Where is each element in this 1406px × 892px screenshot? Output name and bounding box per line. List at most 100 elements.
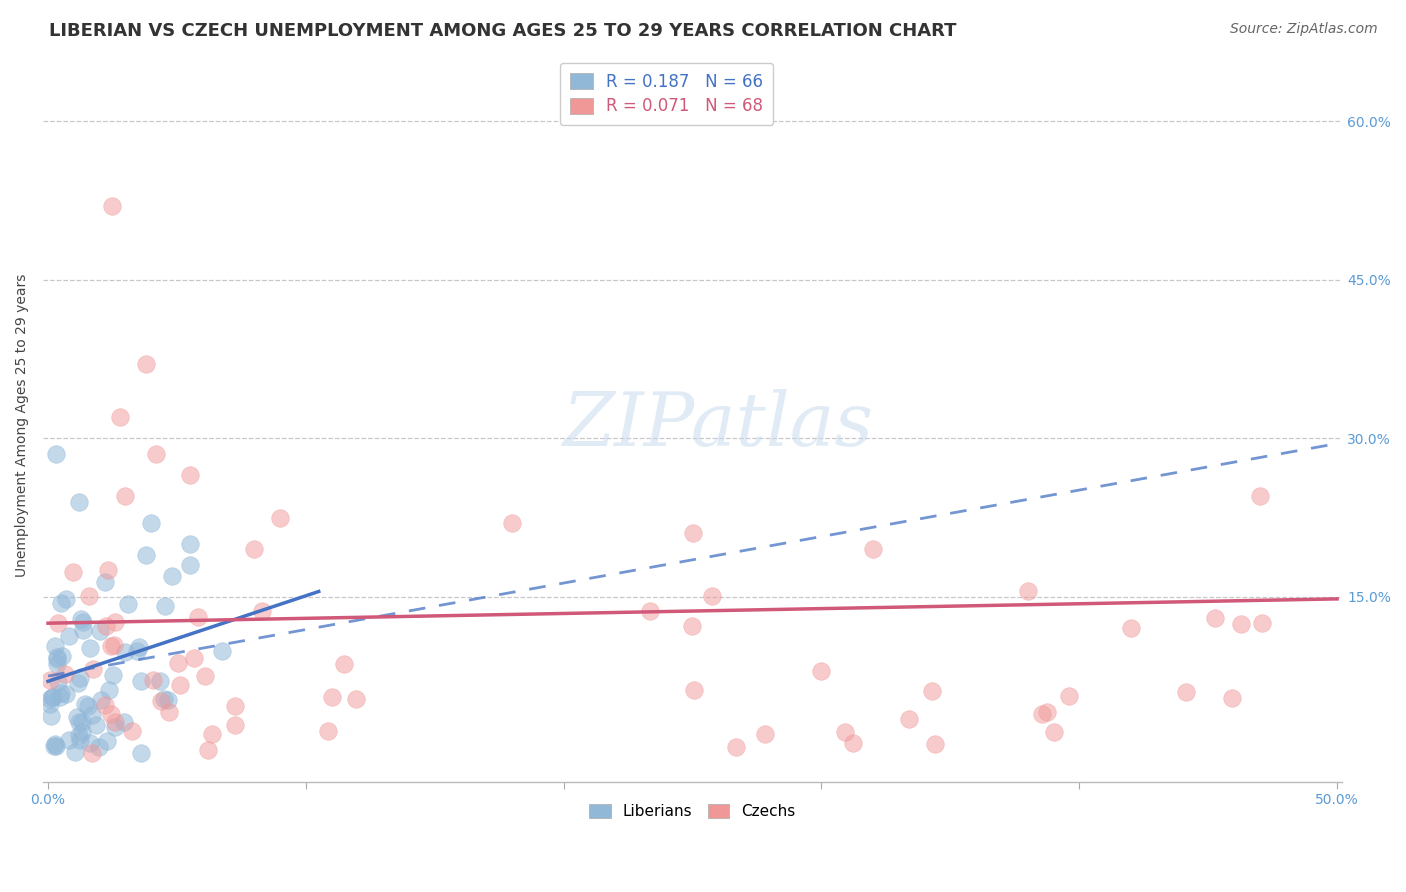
- Point: [179, 537, 201, 551]
- Point: [39, 709, 62, 723]
- Point: [67, 494, 90, 508]
- Point: [153, 692, 176, 706]
- Point: [67, 727, 90, 741]
- Point: [66, 710, 89, 724]
- Point: [700, 589, 723, 603]
- Point: [640, 604, 662, 618]
- Point: [201, 727, 224, 741]
- Point: [45, 657, 67, 671]
- Point: [194, 669, 217, 683]
- Point: [55, 592, 77, 607]
- Point: [142, 673, 165, 688]
- Point: [167, 657, 190, 671]
- Point: [76, 699, 98, 714]
- Point: [100, 639, 122, 653]
- Point: [70, 715, 93, 730]
- Point: [67, 715, 90, 730]
- Point: [69, 671, 91, 685]
- Point: [44, 639, 66, 653]
- Point: [924, 737, 946, 751]
- Point: [114, 490, 136, 504]
- Point: [51, 686, 73, 700]
- Point: [682, 526, 704, 541]
- Point: [321, 690, 343, 704]
- Point: [62, 566, 84, 580]
- Point: [159, 705, 181, 719]
- Point: [46, 652, 69, 666]
- Point: [243, 542, 266, 557]
- Point: [89, 739, 111, 754]
- Point: [69, 733, 91, 747]
- Point: [90, 693, 112, 707]
- Point: [46, 615, 69, 630]
- Point: [103, 638, 125, 652]
- Point: [1250, 615, 1272, 630]
- Point: [39, 692, 62, 706]
- Point: [96, 734, 118, 748]
- Point: [148, 673, 170, 688]
- Point: [63, 745, 86, 759]
- Point: [38, 697, 60, 711]
- Point: [79, 640, 101, 655]
- Point: [179, 558, 201, 572]
- Point: [58, 629, 80, 643]
- Point: [160, 568, 183, 582]
- Point: [179, 468, 201, 483]
- Point: [114, 645, 136, 659]
- Point: [94, 698, 117, 713]
- Point: [94, 574, 117, 589]
- Point: [51, 648, 73, 663]
- Point: [97, 563, 120, 577]
- Point: [724, 740, 747, 755]
- Point: [1043, 725, 1066, 739]
- Point: [1249, 490, 1271, 504]
- Point: [842, 736, 865, 750]
- Point: [211, 644, 233, 658]
- Point: [104, 615, 127, 629]
- Point: [72, 615, 94, 630]
- Text: ZIPatlas: ZIPatlas: [562, 389, 875, 461]
- Text: LIBERIAN VS CZECH UNEMPLOYMENT AMONG AGES 25 TO 29 YEARS CORRELATION CHART: LIBERIAN VS CZECH UNEMPLOYMENT AMONG AGE…: [49, 22, 956, 40]
- Point: [44, 737, 66, 751]
- Point: [79, 589, 101, 603]
- Point: [501, 516, 523, 530]
- Point: [101, 668, 124, 682]
- Point: [754, 727, 776, 741]
- Point: [344, 692, 367, 706]
- Point: [58, 733, 80, 747]
- Point: [1119, 622, 1142, 636]
- Point: [82, 747, 104, 761]
- Point: [66, 676, 89, 690]
- Point: [42, 690, 65, 705]
- Point: [1230, 617, 1253, 632]
- Point: [46, 649, 69, 664]
- Point: [84, 718, 107, 732]
- Point: [38, 673, 60, 687]
- Point: [45, 739, 67, 753]
- Point: [1017, 584, 1039, 599]
- Point: [155, 599, 177, 614]
- Point: [49, 690, 72, 704]
- Point: [141, 516, 163, 530]
- Point: [1036, 705, 1059, 719]
- Point: [117, 597, 139, 611]
- Point: [129, 746, 152, 760]
- Point: [104, 714, 127, 729]
- Point: [69, 612, 91, 626]
- Point: [169, 678, 191, 692]
- Point: [1031, 707, 1053, 722]
- Point: [145, 447, 167, 461]
- Point: [100, 707, 122, 722]
- Point: [55, 687, 77, 701]
- Point: [681, 619, 703, 633]
- Point: [128, 640, 150, 654]
- Point: [70, 725, 93, 739]
- Point: [333, 657, 356, 671]
- Point: [1174, 684, 1197, 698]
- Point: [252, 604, 274, 618]
- Point: [110, 410, 132, 425]
- Point: [45, 447, 67, 461]
- Point: [224, 718, 246, 732]
- Point: [318, 724, 340, 739]
- Point: [1222, 690, 1244, 705]
